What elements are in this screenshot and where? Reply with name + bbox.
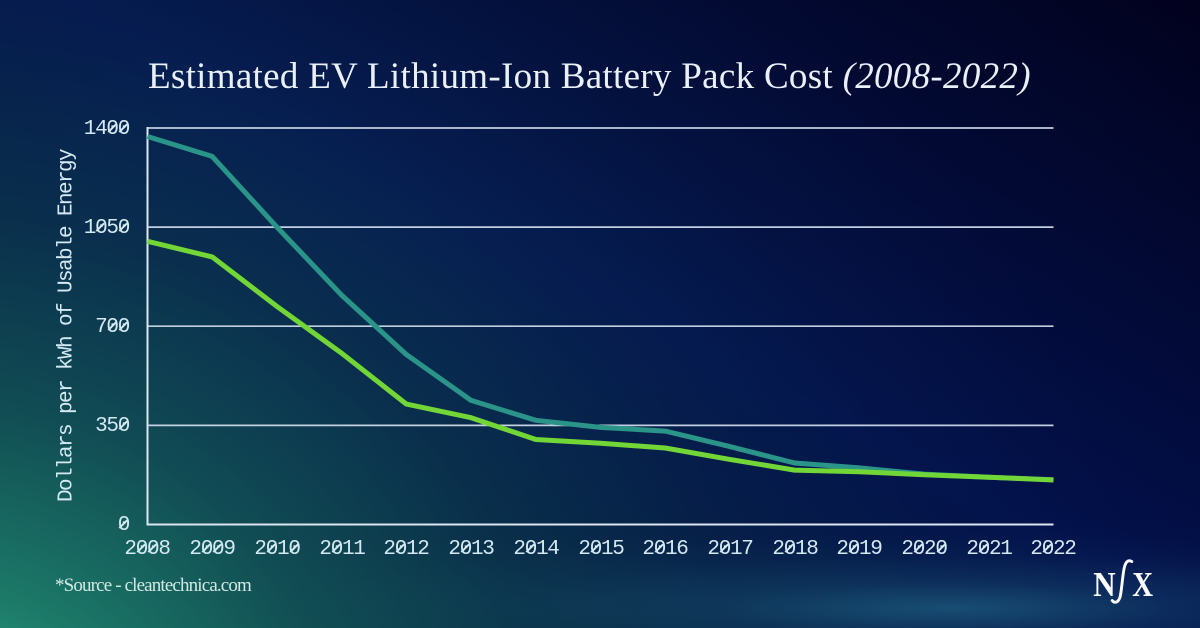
- svg-text:N: N: [1093, 565, 1115, 604]
- svg-text:X: X: [1132, 565, 1153, 604]
